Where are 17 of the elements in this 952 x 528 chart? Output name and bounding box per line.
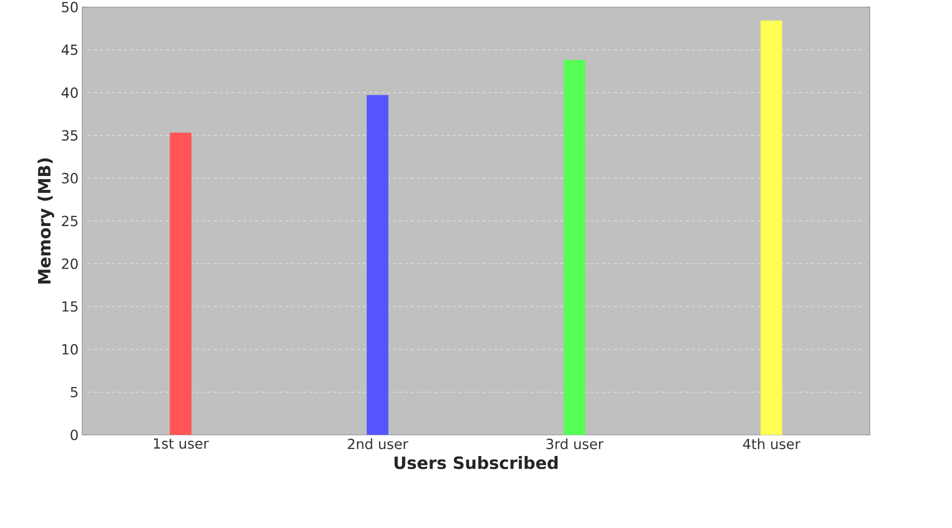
y-tick-label: 20 (62, 258, 78, 269)
y-tick-label: 40 (62, 87, 78, 98)
y-tick-label: 5 (70, 386, 78, 398)
y-tick-label: 30 (62, 172, 78, 184)
y-tick-label: 25 (62, 216, 78, 226)
y-tick-label: 35 (62, 130, 78, 140)
y-axis-title: Memory (MB) (38, 158, 54, 284)
y-tick-label: 0 (70, 429, 78, 440)
y-tick-label: 45 (62, 44, 78, 55)
y-tick-label: 15 (62, 301, 78, 312)
y-tick-label: 50 (62, 2, 78, 12)
x-tick-label: 3rd user (546, 438, 604, 450)
x-tick-label: 2nd user (348, 438, 408, 450)
x-tick-label: 4th user (743, 438, 800, 450)
y-tick-label: 10 (62, 344, 78, 354)
x-tick-label: 1st user (154, 438, 209, 449)
x-axis-title: Users Subscribed (394, 456, 558, 469)
